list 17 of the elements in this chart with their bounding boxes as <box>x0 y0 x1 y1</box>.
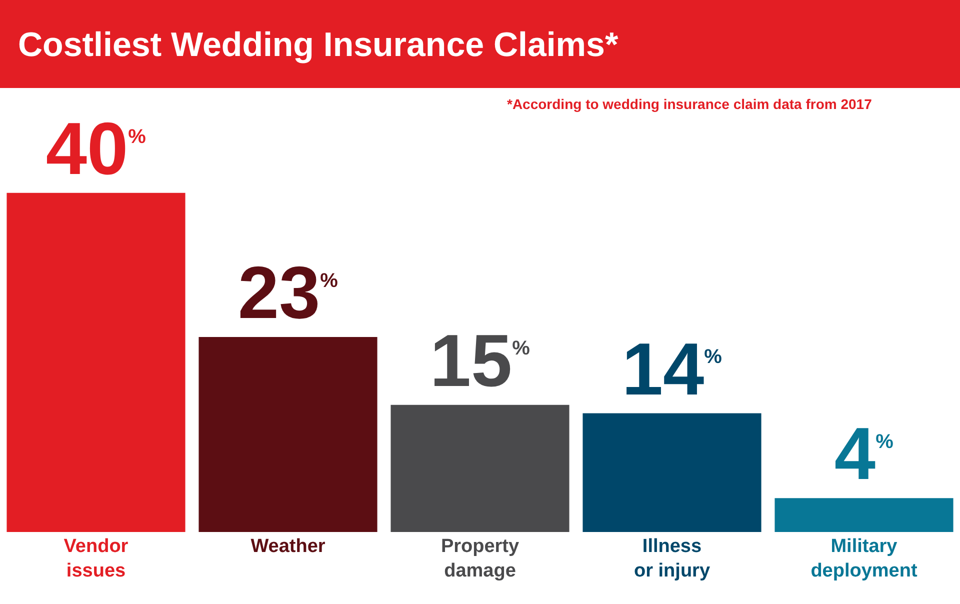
data-label: 4$^{%}$ <box>834 412 894 496</box>
bar <box>6 192 186 532</box>
data-label: 15$^{%}$ <box>430 318 530 402</box>
bar <box>774 498 954 532</box>
x-tick-label: Vendor issues <box>64 536 129 582</box>
x-tick-label: Weather <box>250 536 326 557</box>
data-label: 23$^{%}$ <box>238 250 338 334</box>
x-tick-label: Illness or injury <box>634 536 710 582</box>
text: *According to wedding insurance claim data from 2017 <box>507 96 872 112</box>
data-label: 14$^{%}$ <box>622 327 722 410</box>
x-tick-label: Property damage <box>440 536 520 582</box>
bar <box>198 336 378 532</box>
data-label: 40$^{%}$ <box>46 106 146 190</box>
bar <box>390 404 570 532</box>
bar <box>582 413 762 532</box>
chart-title: Costliest Wedding Insurance Claims* <box>18 26 619 64</box>
x-tick-label: Military deployment <box>810 536 918 582</box>
